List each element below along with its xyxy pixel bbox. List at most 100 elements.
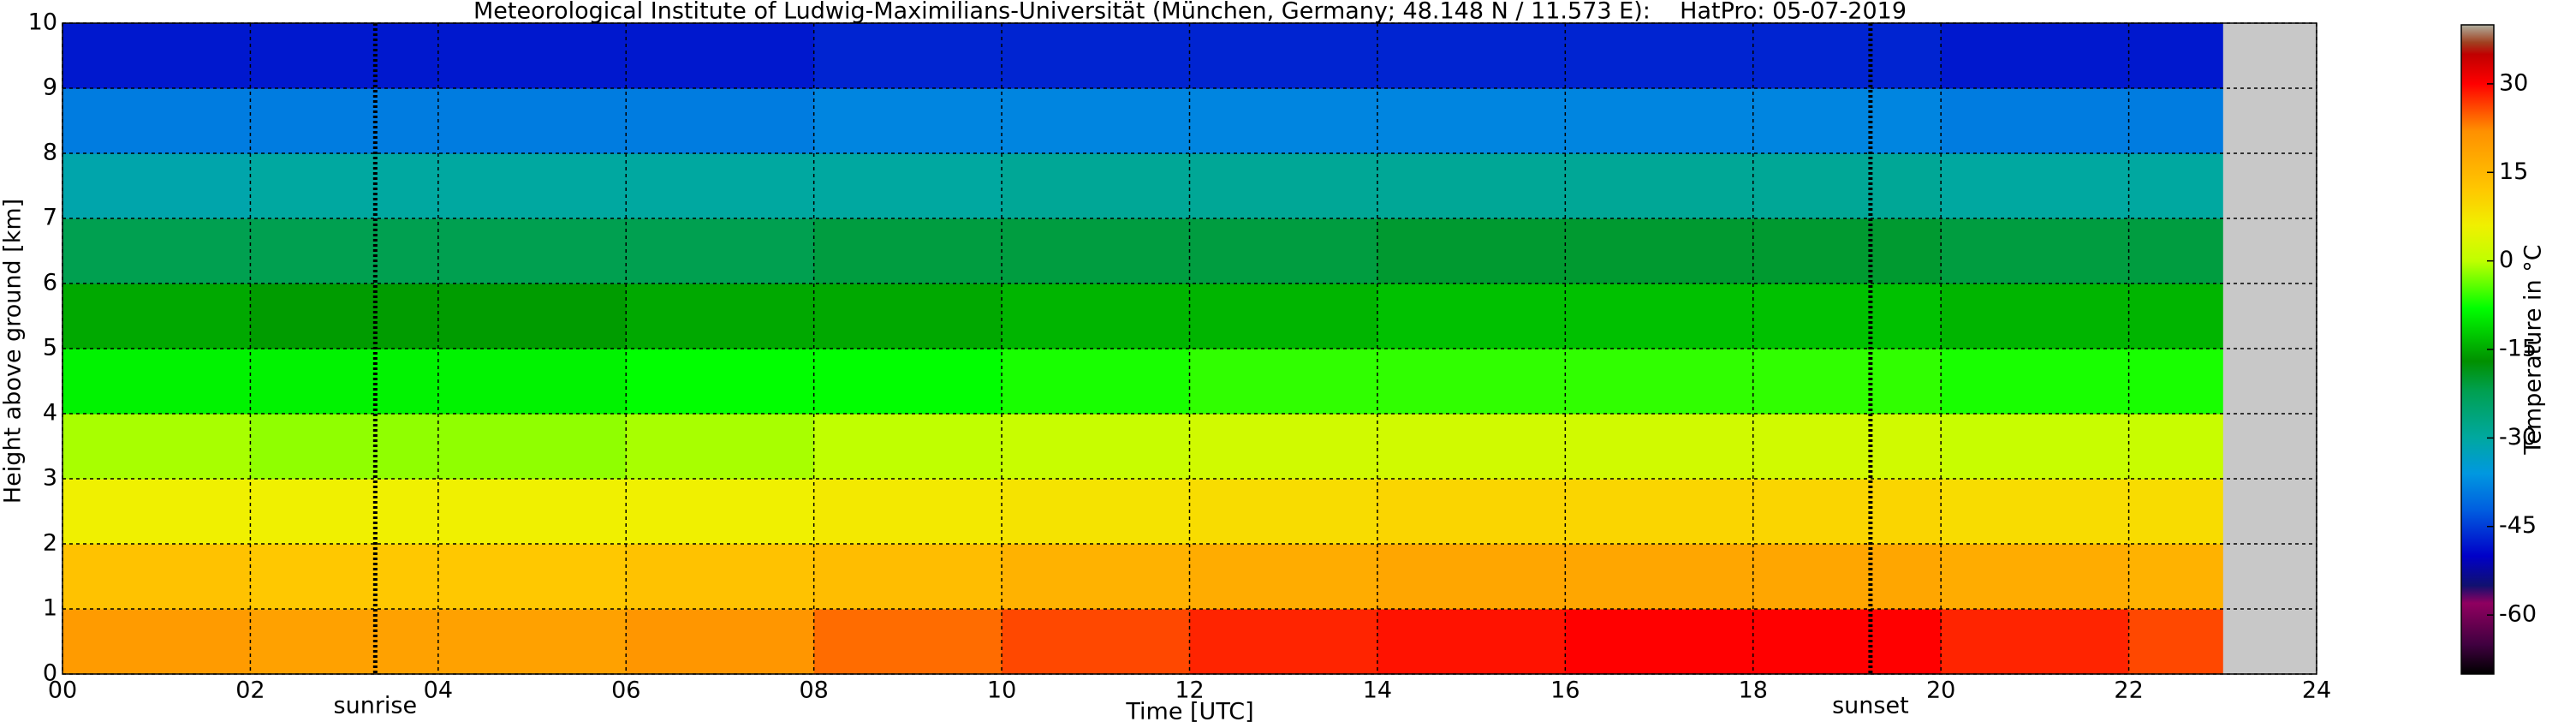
heatmap-cell xyxy=(1189,414,1378,480)
heatmap-cell xyxy=(1189,609,1378,675)
heatmap-cell xyxy=(250,88,439,154)
heatmap-cell xyxy=(1189,153,1378,219)
heatmap-cell xyxy=(1377,218,1566,284)
x-tick-label: 08 xyxy=(799,677,828,704)
heatmap-cell xyxy=(1752,23,1942,89)
heatmap-cell xyxy=(813,544,1002,610)
heatmap-cell xyxy=(1189,88,1378,154)
y-tick-label: 7 xyxy=(43,205,57,231)
heatmap-cell xyxy=(1189,23,1378,89)
heatmap-cell xyxy=(813,218,1002,284)
heatmap-cell xyxy=(1377,153,1566,219)
x-tick-label: 14 xyxy=(1363,677,1392,704)
heatmap-cell xyxy=(626,414,815,480)
heatmap-cell xyxy=(1565,544,1754,610)
heatmap-cell xyxy=(1002,479,1190,545)
heatmap-cell xyxy=(813,23,1002,89)
heatmap-cell xyxy=(1752,88,1942,154)
y-tick-label: 9 xyxy=(43,75,57,101)
heatmap-cell xyxy=(437,23,627,89)
x-tick-label: 24 xyxy=(2302,677,2331,704)
heatmap-cell xyxy=(250,609,439,675)
heatmap-cell xyxy=(626,23,815,89)
heatmap-cell xyxy=(813,153,1002,219)
heatmap-cell xyxy=(1002,218,1190,284)
heatmap-cell xyxy=(1002,23,1190,89)
heatmap-cell xyxy=(2128,88,2223,154)
heatmap-cell xyxy=(2128,479,2223,545)
heatmap-cell xyxy=(437,153,627,219)
heatmap-cell xyxy=(250,23,439,89)
heatmap-cell xyxy=(62,544,251,610)
heatmap-cell xyxy=(62,218,251,284)
heatmap-cell xyxy=(1189,479,1378,545)
heatmap-cell xyxy=(1565,479,1754,545)
heatmap-cell xyxy=(1002,414,1190,480)
colorbar-tick-label: -45 xyxy=(2499,512,2537,539)
y-tick-label: 10 xyxy=(28,9,57,36)
heatmap-cell xyxy=(62,479,251,545)
heatmap-cell xyxy=(626,218,815,284)
heatmap-cell xyxy=(62,349,251,415)
colorbar-tick-label: -30 xyxy=(2499,424,2537,451)
heatmap-cell xyxy=(2128,609,2223,675)
heatmap-cell xyxy=(437,283,627,349)
heatmap-cell xyxy=(813,479,1002,545)
heatmap-cell xyxy=(1189,283,1378,349)
heatmap-cell xyxy=(437,414,627,480)
x-tick-label: 06 xyxy=(611,677,640,704)
heatmap-cell xyxy=(1941,218,2130,284)
heatmap-cell xyxy=(813,414,1002,480)
heatmap-cell xyxy=(813,88,1002,154)
heatmap-cell xyxy=(1189,544,1378,610)
heatmap-cell xyxy=(626,153,815,219)
heatmap-cell xyxy=(626,88,815,154)
heatmap-cell xyxy=(1752,153,1942,219)
heatmap-cell xyxy=(1941,88,2130,154)
heatmap-cell xyxy=(1377,349,1566,415)
heatmap-cell xyxy=(1941,153,2130,219)
heatmap-cell xyxy=(250,544,439,610)
plot-frame xyxy=(62,22,2317,675)
heatmap-cell xyxy=(1752,283,1942,349)
heatmap-cell xyxy=(1565,283,1754,349)
x-tick-label: 18 xyxy=(1739,677,1768,704)
heatmap-cell xyxy=(437,88,627,154)
x-tick-label: 16 xyxy=(1550,677,1580,704)
heatmap-cell xyxy=(437,544,627,610)
heatmap-cell xyxy=(62,283,251,349)
heatmap-cell xyxy=(62,23,251,89)
heatmap-cell xyxy=(1941,349,2130,415)
heatmap-cell xyxy=(1002,544,1190,610)
heatmap-cell xyxy=(437,218,627,284)
heatmap-cell xyxy=(1941,414,2130,480)
heatmap-cell xyxy=(1377,23,1566,89)
annotation-label: sunset xyxy=(1832,693,1909,719)
x-tick-label: 12 xyxy=(1175,677,1204,704)
heatmap-cell xyxy=(250,349,439,415)
x-tick-label: 10 xyxy=(987,677,1016,704)
y-tick-label: 5 xyxy=(43,335,57,361)
y-tick-label: 3 xyxy=(43,465,57,492)
heatmap-cell xyxy=(1189,218,1378,284)
colorbar-label: Temperature in °C xyxy=(2520,244,2547,455)
heatmap-cell xyxy=(1752,609,1942,675)
heatmap-cell xyxy=(250,479,439,545)
x-tick-label: 02 xyxy=(235,677,265,704)
heatmap-cell xyxy=(1941,544,2130,610)
y-tick-label: 0 xyxy=(43,660,57,687)
heatmap-cell xyxy=(1752,218,1942,284)
heatmap-cell xyxy=(437,349,627,415)
heatmap-cell xyxy=(626,283,815,349)
heatmap-cell xyxy=(1941,283,2130,349)
y-tick-label: 6 xyxy=(43,270,57,296)
heatmap-cell xyxy=(1565,23,1754,89)
heatmap-cell xyxy=(2128,23,2223,89)
heatmap-cell xyxy=(1941,23,2130,89)
heatmap-cell xyxy=(626,609,815,675)
heatmap-cell xyxy=(62,88,251,154)
x-tick-label: 20 xyxy=(1926,677,1955,704)
x-tick-label: 22 xyxy=(2114,677,2143,704)
y-tick-label: 1 xyxy=(43,595,57,622)
